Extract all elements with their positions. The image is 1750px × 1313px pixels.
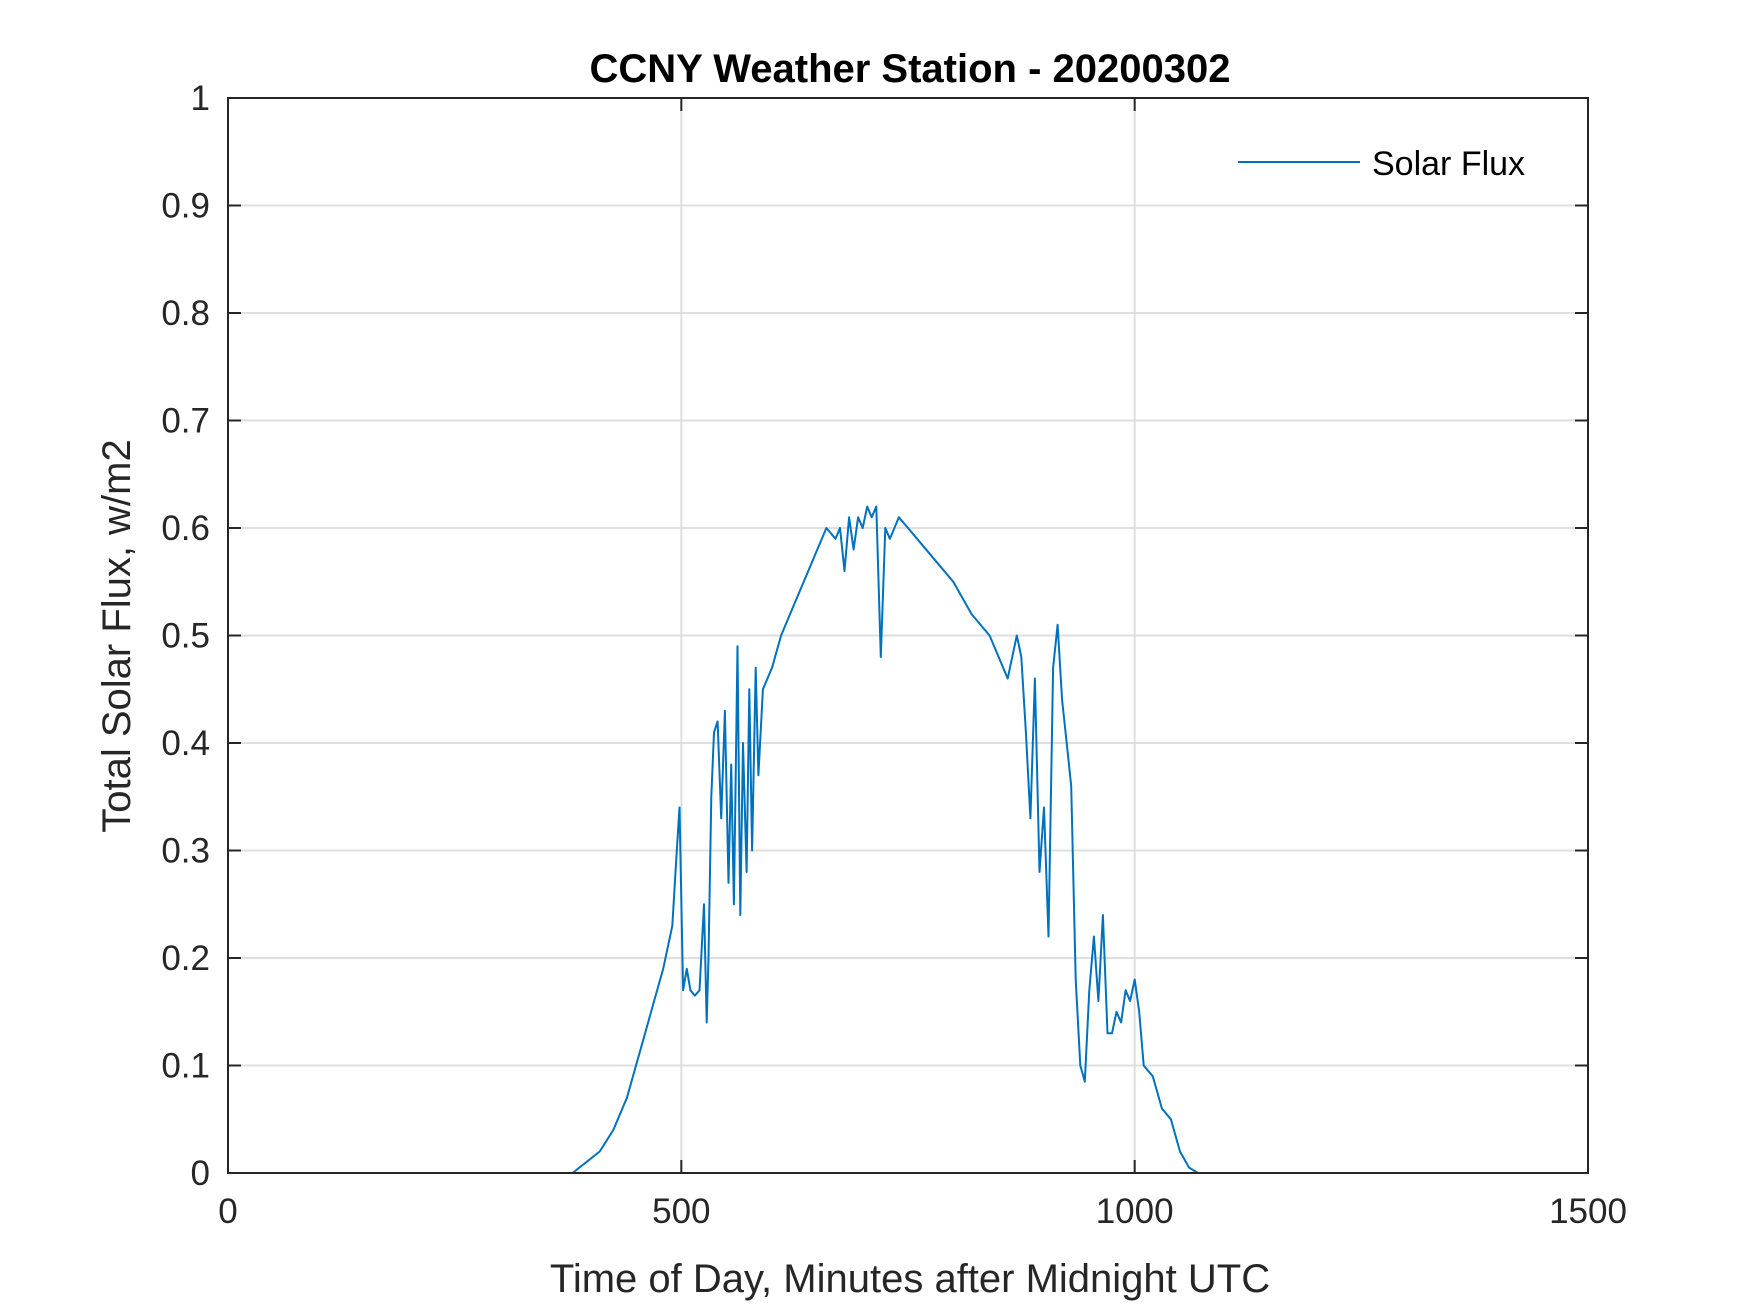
legend: Solar Flux — [1238, 145, 1525, 183]
y-axis-label: Total Solar Flux, w/m2 — [95, 439, 139, 832]
series-line-solar-flux — [228, 505, 1543, 1174]
series-group — [228, 505, 1543, 1174]
x-tick-label: 1000 — [1096, 1192, 1174, 1231]
legend-label-solar-flux: Solar Flux — [1372, 145, 1525, 183]
y-tick-label: 0.8 — [161, 294, 210, 333]
y-tick-label: 0.2 — [161, 939, 210, 978]
axes-frame — [227, 97, 1589, 1174]
y-tick-labels: 0 0.1 0.2 0.3 0.4 0.5 0.6 0.7 0.8 0.9 1 — [161, 79, 210, 1193]
y-tick-label: 0.1 — [161, 1047, 210, 1086]
y-tick-label: 0.3 — [161, 832, 210, 871]
x-tick-label: 1500 — [1549, 1192, 1627, 1231]
y-tick-label: 0.9 — [161, 187, 210, 226]
y-tick-label: 0.6 — [161, 509, 210, 548]
chart-title: CCNY Weather Station - 20200302 — [590, 47, 1231, 91]
y-tick-label: 0.5 — [161, 617, 210, 656]
x-tick-label: 0 — [218, 1192, 237, 1231]
x-tick-label: 500 — [652, 1192, 710, 1231]
x-axis-label: Time of Day, Minutes after Midnight UTC — [550, 1257, 1270, 1301]
y-tick-label: 0.7 — [161, 402, 210, 441]
y-tick-label: 0 — [191, 1154, 210, 1193]
x-tick-labels: 0 500 1000 1500 — [218, 1192, 1627, 1231]
grid-lines — [228, 98, 1588, 1173]
y-tick-label: 0.4 — [161, 724, 210, 763]
y-tick-label: 1 — [191, 79, 210, 118]
